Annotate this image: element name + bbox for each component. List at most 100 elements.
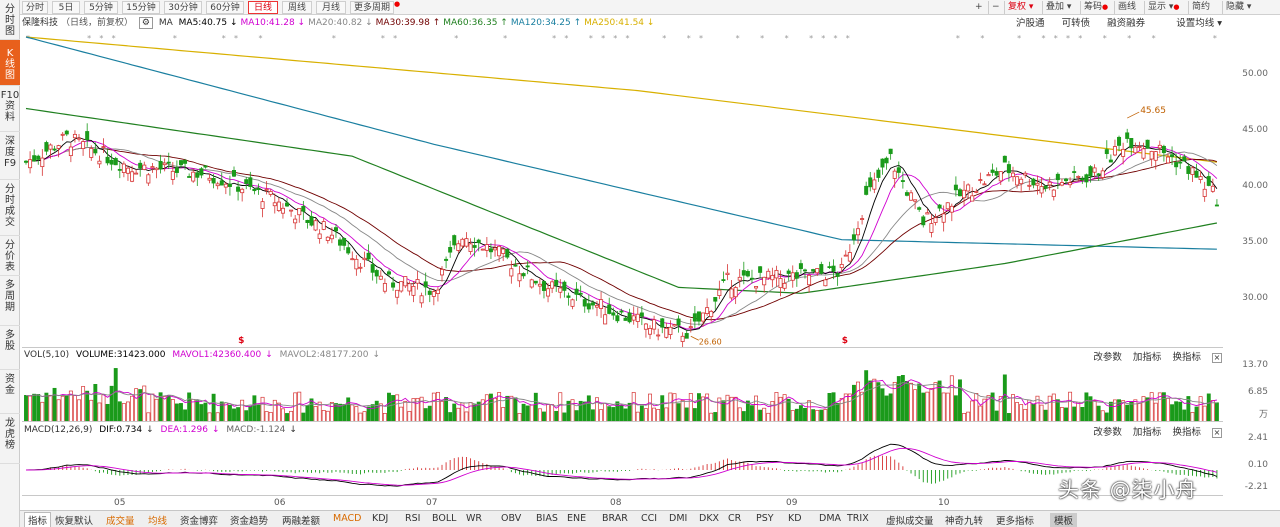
indicator-tab[interactable]: RSI [405, 513, 421, 524]
event-marker: * [1103, 34, 1107, 43]
tab-f10[interactable]: F10 资 料 [0, 86, 20, 132]
indicator-tab[interactable]: DMI [669, 513, 688, 524]
volume-bar [472, 404, 477, 423]
candle-body [44, 142, 49, 152]
indicator-tab[interactable]: ENE [567, 513, 587, 524]
period-5min[interactable]: 5分钟 [84, 1, 118, 14]
volume-bar [272, 399, 277, 423]
indicator-tab[interactable]: 虚拟成交量 [886, 516, 934, 527]
volume-bar [1096, 405, 1101, 423]
indicator-tab[interactable]: DKX [699, 513, 720, 524]
candle-body [138, 162, 143, 169]
period-weekly[interactable]: 周线 [282, 1, 312, 14]
tab-multi-stock[interactable]: 多 股 [0, 326, 20, 370]
period-timeshare[interactable]: 分时 [22, 1, 48, 14]
candle-body [1010, 172, 1015, 178]
period-5day[interactable]: 5日 [52, 1, 80, 14]
indicator-tab[interactable]: KDJ [372, 513, 389, 524]
hide-dropdown[interactable]: 隐藏 ▾ [1222, 1, 1251, 14]
volume-bar [762, 407, 767, 423]
tab-multi-period[interactable]: 多 周 期 [0, 276, 20, 326]
indicator-tab[interactable]: 成交量 [106, 516, 135, 527]
chips-button[interactable]: 筹码● [1080, 1, 1108, 14]
simple-button[interactable]: 简约 [1188, 1, 1210, 14]
indicator-tab[interactable]: KD [788, 513, 802, 524]
indicator-tab[interactable]: 模板 [1050, 513, 1078, 527]
indicator-tab[interactable]: 资金趋势 [230, 516, 269, 527]
tab-tick-trades[interactable]: 分 时 成 交 [0, 180, 20, 236]
settings-gear-icon[interactable]: ⚙ [138, 17, 153, 29]
indicator-tab[interactable]: TRIX [847, 513, 869, 524]
volume-bar [1051, 393, 1056, 423]
candle-body [170, 170, 175, 180]
indicator-tab[interactable]: BIAS [536, 513, 558, 524]
tab-kline[interactable]: K 线 图 [0, 40, 20, 86]
indicator-tab[interactable]: OBV [501, 513, 522, 524]
indicator-tab[interactable]: 恢复默认 [55, 516, 94, 527]
macd-edit-params-button[interactable]: 改参数 [1093, 427, 1122, 438]
macd-add-indicator-button[interactable]: 加指标 [1132, 427, 1162, 438]
period-15min[interactable]: 15分钟 [122, 1, 160, 14]
volume-bar [329, 402, 334, 423]
display-dropdown[interactable]: 显示 ▾● [1144, 1, 1180, 14]
kline-chart[interactable]: * * * * * * * * * * * * * * * * * * * * * * * * * * * * * * * * * * * * * * * *… [22, 31, 1223, 350]
indicator-tab[interactable]: PSY [756, 513, 774, 524]
vol-edit-params-button[interactable]: 改参数 [1093, 352, 1122, 363]
candle-body [415, 279, 420, 284]
volume-panel[interactable] [22, 347, 1223, 423]
macd-panel[interactable] [22, 421, 1223, 495]
period-daily[interactable]: 日线 [248, 1, 278, 14]
period-60min[interactable]: 60分钟 [206, 1, 244, 14]
indicator-tab[interactable]: 两融差额 [282, 516, 321, 527]
macd-chart[interactable] [22, 422, 1223, 496]
overlay-dropdown[interactable]: 叠加 ▾ [1042, 1, 1071, 14]
candle-body [183, 159, 188, 164]
indicator-tab[interactable]: BRAR [602, 513, 628, 524]
candle-body [896, 167, 901, 173]
tab-capital[interactable]: 资 金 [0, 370, 20, 414]
plus-icon[interactable]: + [975, 2, 983, 12]
indicator-tab[interactable]: 资金博弈 [180, 516, 219, 527]
macd-swap-indicator-button[interactable]: 换指标 [1172, 427, 1201, 438]
period-more[interactable]: 更多周期 [350, 1, 394, 14]
macd-close-icon[interactable]: × [1212, 428, 1222, 438]
indicator-tab[interactable]: 更多指标 [996, 516, 1035, 527]
minus-icon[interactable]: − [988, 1, 1000, 14]
indicator-tab[interactable]: 均线 [148, 516, 168, 527]
indicator-tab[interactable]: CCI [641, 513, 658, 524]
indicator-tab[interactable]: CR [728, 513, 742, 524]
vol-add-indicator-button[interactable]: 加指标 [1132, 352, 1162, 363]
dividend-marker: $ [842, 336, 848, 346]
link-hk-connect[interactable]: 沪股通 [1016, 18, 1045, 29]
volume-bar [652, 407, 657, 423]
vol-close-icon[interactable]: × [1212, 353, 1222, 363]
candle-body [1174, 162, 1179, 168]
tab-dragon-tiger[interactable]: 龙 虎 榜 [0, 414, 20, 464]
indicator-tab[interactable]: 指标 [24, 512, 52, 527]
tab-depth-f9[interactable]: 深 度 F9 [0, 132, 20, 180]
adjust-dropdown[interactable]: 复权 ▾ [1004, 1, 1033, 14]
indicator-tab[interactable]: BOLL [432, 513, 457, 524]
candle-body [260, 201, 265, 209]
indicator-tab[interactable]: 神奇九转 [945, 516, 984, 527]
volume-bar [896, 376, 901, 423]
volume-chart[interactable] [22, 348, 1223, 423]
ma-settings-dropdown[interactable]: 设置均线 ▾ [1176, 18, 1222, 29]
candle-body [77, 137, 82, 140]
period-30min[interactable]: 30分钟 [164, 1, 202, 14]
kline-panel[interactable]: * * * * * * * * * * * * * * * * * * * * * * * * * * * * * * * * * * * * * * * *… [22, 31, 1223, 350]
draw-line-button[interactable]: 画线 [1114, 1, 1136, 14]
vol-swap-indicator-button[interactable]: 换指标 [1172, 352, 1201, 363]
indicator-tab[interactable]: MACD [333, 513, 362, 524]
link-margin-trading[interactable]: 融资融券 [1107, 18, 1146, 29]
period-monthly[interactable]: 月线 [316, 1, 346, 14]
candle-body [692, 313, 697, 322]
candle-body [338, 239, 343, 246]
candle-body [142, 164, 147, 170]
indicator-tab[interactable]: DMA [819, 513, 842, 524]
tab-price-table[interactable]: 分 价 表 [0, 236, 20, 276]
link-convertible-bond[interactable]: 可转债 [1061, 18, 1091, 29]
indicator-tab[interactable]: WR [466, 513, 482, 524]
tab-timeshare[interactable]: 分 时 图 [0, 0, 20, 40]
candle-body [232, 170, 237, 177]
